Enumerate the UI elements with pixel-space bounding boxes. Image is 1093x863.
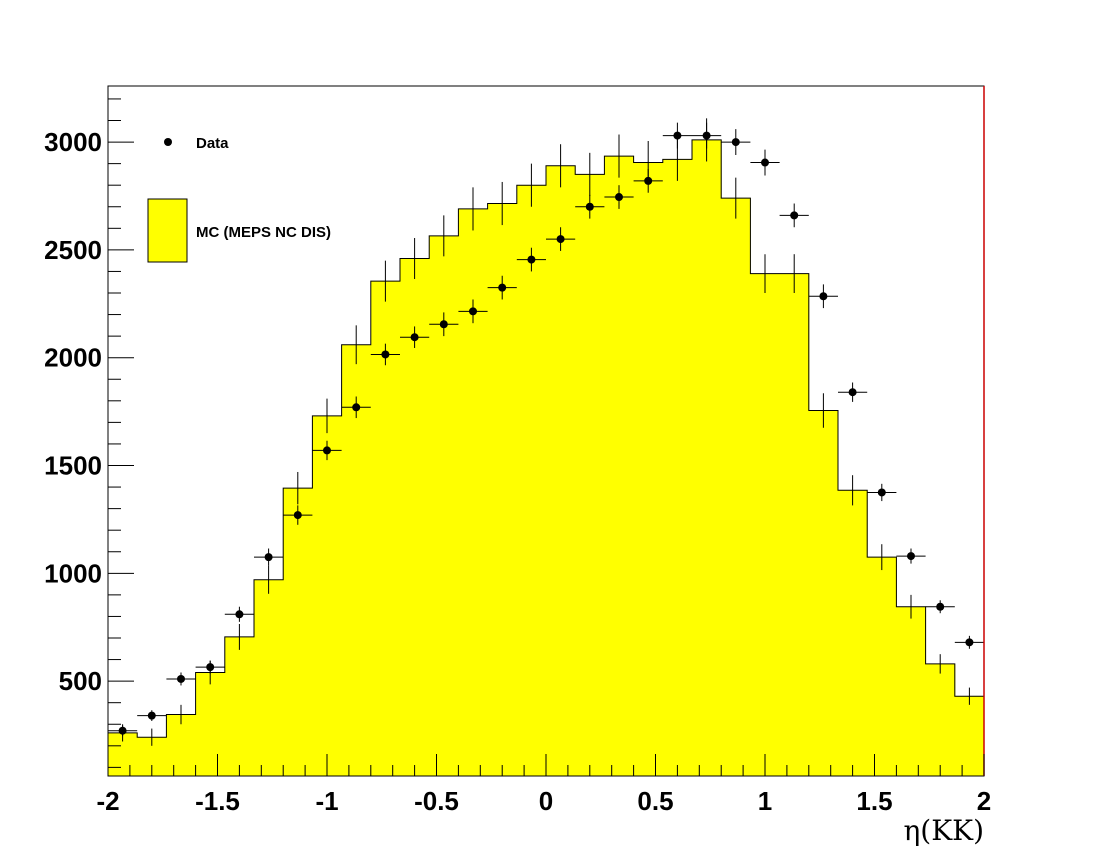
y-tick-label: 3000: [44, 127, 102, 157]
x-tick-label: -2: [96, 786, 119, 816]
y-tick-label: 2000: [44, 343, 102, 373]
mc-bar: [692, 139, 722, 776]
data-point: [527, 255, 536, 264]
data-point: [761, 158, 769, 167]
data-point: [439, 320, 448, 329]
mc-bar: [867, 557, 897, 776]
data-point: [673, 131, 682, 140]
mc-outline: [107, 139, 985, 776]
data-point: [702, 131, 711, 140]
legend-data-marker: [164, 138, 172, 146]
mc-bar: [254, 579, 284, 776]
mc-histogram: [107, 139, 985, 776]
data-points: [108, 122, 984, 737]
mc-bar: [604, 156, 635, 776]
data-point: [323, 446, 331, 455]
legend-entry-data: Data: [164, 135, 229, 152]
legend-mc-swatch: [147, 198, 188, 263]
data-point: [556, 235, 565, 244]
mc-bar: [312, 415, 343, 776]
mc-bar: [283, 488, 313, 776]
legend: Data MC (MEPS NC DIS): [147, 135, 331, 263]
data-point: [731, 138, 740, 147]
data-point: [848, 388, 857, 397]
data-point: [352, 403, 361, 412]
mc-error-bars: [122, 118, 970, 746]
mc-bar: [721, 198, 751, 776]
mc-bar: [224, 636, 255, 776]
mc-bar: [195, 672, 226, 776]
y-tick-label: 2500: [44, 235, 102, 265]
data-point: [790, 211, 799, 220]
mc-bar: [546, 165, 576, 776]
data-point: [965, 638, 974, 647]
mc-bar: [808, 410, 839, 776]
legend-data-label: Data: [196, 135, 229, 152]
y-tick-label: 1500: [44, 451, 102, 481]
mc-bar: [837, 490, 868, 776]
mc-bar: [166, 714, 197, 776]
x-tick-label: 2: [977, 786, 991, 816]
data-point: [293, 511, 302, 520]
mc-bar: [896, 606, 927, 776]
y-axis: 500 1000 1500 2000 2500 3000: [44, 98, 134, 768]
data-point: [585, 202, 594, 211]
x-tick-label: 1.5: [856, 786, 892, 816]
data-point: [877, 488, 886, 497]
data-point: [498, 283, 507, 292]
data-point: [644, 176, 653, 185]
mc-bar: [575, 174, 605, 776]
data-point: [936, 602, 945, 611]
data-point: [381, 350, 390, 359]
mc-bar: [954, 696, 985, 776]
y-tick-label: 1000: [44, 558, 102, 588]
data-point: [906, 552, 915, 561]
data-point: [206, 663, 215, 672]
x-axis-title: η(KK): [904, 814, 984, 847]
x-tick-label: -0.5: [414, 786, 459, 816]
data-point: [264, 553, 273, 562]
data-point: [118, 726, 127, 735]
mc-bar: [925, 663, 956, 776]
data-point: [410, 333, 419, 342]
mc-bar: [662, 159, 693, 776]
mc-bar: [779, 273, 810, 776]
data-point: [615, 193, 624, 202]
y-tick-label: 500: [59, 666, 102, 696]
x-axis: -2 -1.5 -1 -0.5 0 0.5 1 1.5 2: [96, 754, 991, 816]
data-point: [819, 292, 828, 301]
data-point: [468, 307, 477, 316]
x-tick-label: 1: [758, 786, 772, 816]
mc-bar: [458, 208, 489, 776]
x-tick-label: 0.5: [637, 786, 673, 816]
mc-bar: [516, 185, 547, 776]
x-tick-label: 0: [539, 786, 553, 816]
mc-bar: [750, 273, 781, 776]
mc-bar: [633, 162, 664, 776]
legend-mc-label: MC (MEPS NC DIS): [196, 224, 331, 241]
data-point: [147, 711, 156, 720]
legend-entry-mc: MC (MEPS NC DIS): [147, 198, 331, 263]
x-tick-label: -1.5: [195, 786, 240, 816]
data-point: [235, 610, 244, 619]
x-tick-label: -1: [315, 786, 338, 816]
data-point: [177, 674, 186, 683]
